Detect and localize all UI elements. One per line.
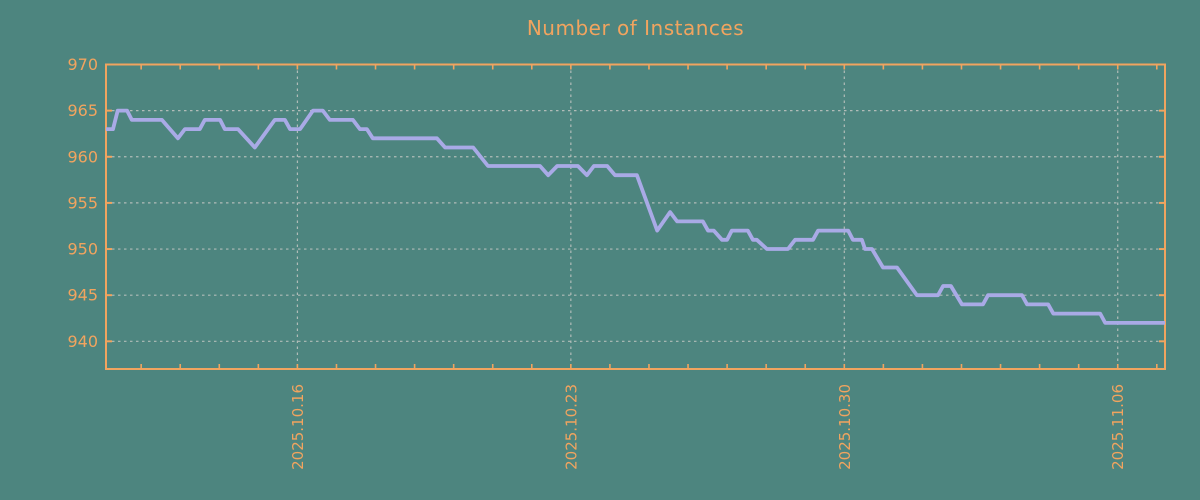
y-tick-label: 955 (67, 193, 98, 212)
x-tick-label: 2025.10.30 (836, 384, 854, 470)
y-tick-label: 965 (67, 101, 98, 120)
y-tick-label: 945 (67, 286, 98, 305)
x-tick-label: 2025.10.16 (289, 384, 307, 470)
y-tick-label: 960 (67, 147, 98, 166)
y-tick-label: 970 (67, 55, 98, 74)
y-tick-label: 950 (67, 240, 98, 259)
x-tick-label: 2025.10.23 (562, 384, 580, 470)
plot-border (105, 63, 1166, 370)
x-tick-label: 2025.11.06 (1109, 384, 1127, 470)
y-tick-label: 940 (67, 332, 98, 351)
chart-title: Number of Instances (526, 16, 745, 40)
data-line (106, 108, 1165, 325)
